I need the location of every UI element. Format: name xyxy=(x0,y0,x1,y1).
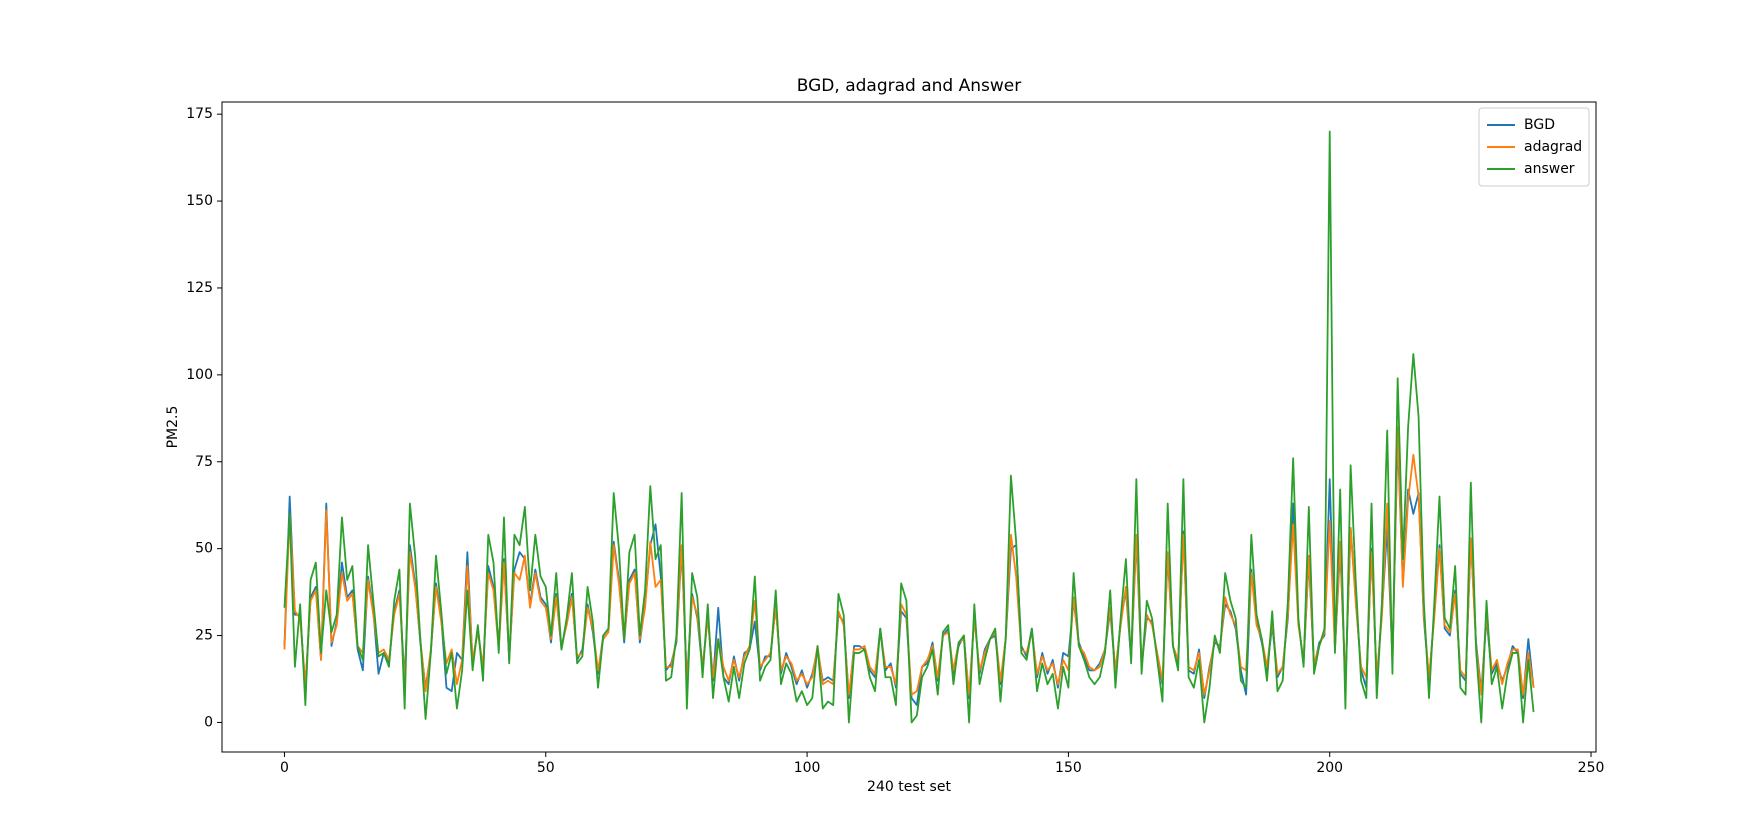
x-tick-label: 200 xyxy=(1316,760,1343,776)
y-tick-label: 175 xyxy=(186,106,213,122)
y-tick-label: 75 xyxy=(195,454,213,470)
x-tick-label: 0 xyxy=(280,760,289,776)
y-tick-label: 100 xyxy=(186,367,213,383)
x-tick-label: 250 xyxy=(1578,760,1605,776)
y-tick-label: 0 xyxy=(204,714,213,730)
data-line xyxy=(283,130,1535,724)
y-tick-label: 25 xyxy=(195,628,213,644)
y-axis-label: PM2.5 xyxy=(165,406,181,449)
legend-label: answer xyxy=(1524,161,1575,177)
x-tick-label: 150 xyxy=(1055,760,1082,776)
legend-label: BGD xyxy=(1524,117,1555,133)
legend-label: adagrad xyxy=(1524,139,1582,155)
x-tick-label: 100 xyxy=(794,760,821,776)
x-axis-label: 240 test set xyxy=(867,779,951,795)
legend-box xyxy=(1478,107,1590,187)
y-tick-label: 125 xyxy=(186,280,213,296)
y-tick-label: 150 xyxy=(186,193,213,209)
y-tick-label: 50 xyxy=(195,541,213,557)
chart-title: BGD, adagrad and Answer xyxy=(797,76,1021,96)
x-tick-label: 50 xyxy=(537,760,555,776)
plot-frame xyxy=(221,101,1597,753)
